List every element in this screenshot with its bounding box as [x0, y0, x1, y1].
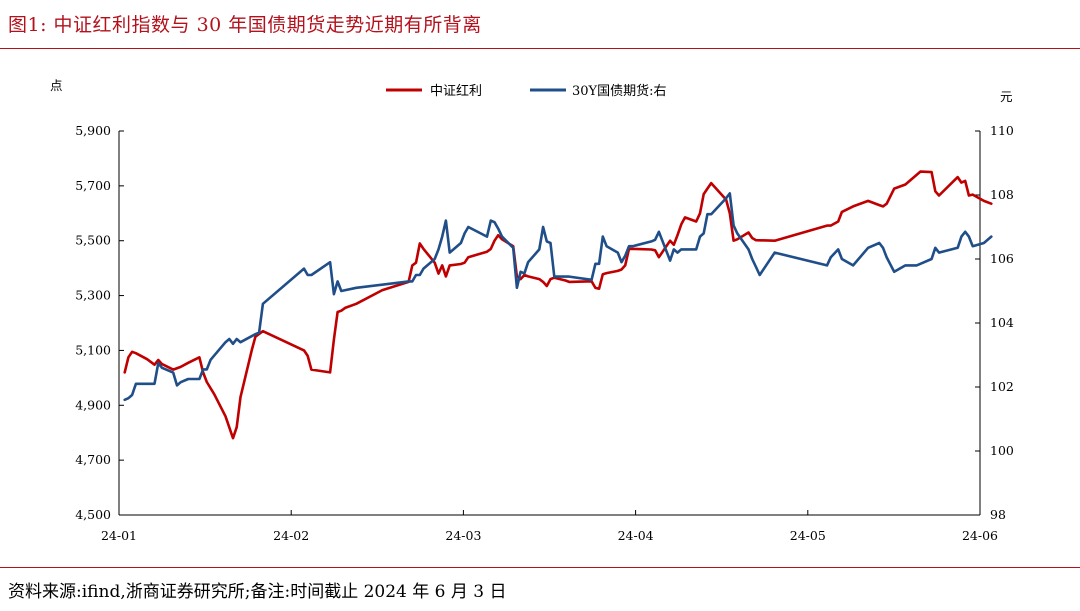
legend-label-zhongzheng-hongli: 中证红利 — [430, 83, 482, 99]
line-chart: 点 元 4,500 4,700 4,900 5,100 5,300 5,500 5,700 5… — [50, 78, 1014, 543]
left-y-tick-label: 5,100 — [75, 342, 111, 357]
chart-title: 图1: 中证红利指数与 30 年国债期货走势近期有所背离 — [8, 14, 482, 36]
x-tick-label: 24-06 — [962, 528, 998, 543]
legend: 中证红利 30Y国债期货:右 — [386, 83, 667, 99]
left-y-tick-label: 5,500 — [75, 233, 111, 248]
right-y-tick-label: 100 — [990, 443, 1014, 458]
series-line-30y-bond-futures — [123, 192, 993, 402]
footer-divider — [0, 567, 1080, 568]
left-y-axis-label: 点 — [50, 78, 63, 93]
right-y-tick-label: 108 — [990, 187, 1014, 202]
left-y-tick-label: 4,500 — [75, 507, 111, 522]
x-tick-label: 24-04 — [618, 528, 654, 543]
right-y-tick-label: 102 — [990, 379, 1014, 394]
legend-label-30y-bond-futures: 30Y国债期货:右 — [572, 83, 667, 99]
right-y-ticks: 98 100 102 104 106 108 110 — [975, 123, 1014, 522]
x-ticks: 24-01 24-02 24-03 24-04 24-05 24-06 — [101, 510, 998, 543]
left-y-tick-label: 5,300 — [75, 288, 111, 303]
x-tick-label: 24-01 — [101, 528, 137, 543]
x-tick-label: 24-03 — [445, 528, 481, 543]
left-y-tick-label: 4,900 — [75, 397, 111, 412]
right-y-tick-label: 104 — [990, 315, 1014, 330]
right-y-tick-label: 98 — [990, 507, 1006, 522]
series-layer — [123, 170, 993, 440]
left-y-tick-label: 4,700 — [75, 452, 111, 467]
axes — [118, 131, 981, 516]
right-y-axis-label: 元 — [1000, 89, 1013, 104]
series-line-zhongzheng-hongli — [123, 170, 993, 440]
x-tick-label: 24-02 — [273, 528, 309, 543]
left-y-tick-label: 5,900 — [75, 123, 111, 138]
title-divider — [0, 48, 1080, 49]
source-note: 资料来源:ifind,浙商证券研究所;备注:时间截止 2024 年 6 月 3 … — [8, 582, 507, 602]
x-tick-label: 24-05 — [790, 528, 826, 543]
right-y-tick-label: 110 — [990, 123, 1014, 138]
left-y-ticks: 4,500 4,700 4,900 5,100 5,300 5,500 5,700 5,900 — [75, 123, 124, 522]
left-y-tick-label: 5,700 — [75, 178, 111, 193]
right-y-tick-label: 106 — [990, 251, 1014, 266]
